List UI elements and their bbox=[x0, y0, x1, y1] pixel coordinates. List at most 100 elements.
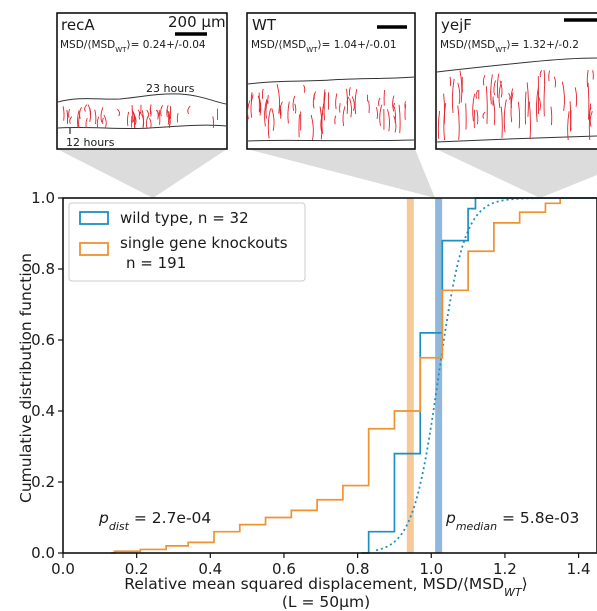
fiber-trace bbox=[292, 95, 296, 111]
y-tick-label: 0.6 bbox=[31, 331, 55, 349]
legend-box bbox=[68, 202, 306, 282]
label-12-hours: 12 hours bbox=[66, 136, 115, 149]
fiber-trace bbox=[457, 105, 460, 140]
fiber-trace bbox=[475, 90, 479, 99]
fiber-trace bbox=[535, 86, 539, 123]
y-axis-label: Cumulative distribution function bbox=[17, 253, 35, 503]
fiber-trace bbox=[247, 100, 251, 120]
fiber-trace bbox=[102, 117, 104, 124]
fiber-trace bbox=[459, 70, 463, 103]
colony-edge-23h bbox=[436, 57, 597, 73]
fiber-trace bbox=[398, 104, 401, 133]
fiber-trace bbox=[349, 98, 352, 118]
fiber-trace bbox=[261, 88, 264, 100]
fiber-trace bbox=[287, 101, 290, 124]
fiber-trace bbox=[482, 111, 486, 119]
fiber-trace bbox=[490, 74, 493, 105]
fiber-trace bbox=[168, 111, 171, 129]
fiber-trace bbox=[155, 110, 160, 118]
fiber-trace bbox=[510, 92, 514, 123]
fiber-trace bbox=[133, 114, 137, 125]
fiber-trace bbox=[66, 109, 69, 125]
inset-connector-WT bbox=[247, 149, 435, 198]
x-tick-label: 1.2 bbox=[493, 560, 517, 578]
fiber-trace bbox=[320, 112, 324, 132]
fiber-trace bbox=[443, 102, 447, 141]
fiber-trace bbox=[257, 95, 262, 112]
label-23-hours: 23 hours bbox=[146, 82, 195, 95]
fiber-trace bbox=[62, 106, 65, 121]
legend-label-wild-type: wild type, n = 32 bbox=[120, 209, 249, 227]
x-axis-label: Relative mean squared displacement, MSD/… bbox=[124, 575, 527, 599]
fiber-trace bbox=[451, 78, 455, 113]
scale-bar-label: 200 μm bbox=[168, 13, 226, 31]
median-band-1 bbox=[406, 198, 414, 553]
fiber-trace bbox=[298, 114, 300, 138]
fiber-trace bbox=[492, 99, 496, 126]
fiber-trace bbox=[589, 111, 593, 127]
fiber-trace bbox=[528, 101, 531, 140]
fiber-trace bbox=[276, 83, 281, 114]
fiber-trace bbox=[166, 109, 170, 125]
series-wild-type-step bbox=[361, 197, 597, 554]
fiber-trace bbox=[294, 103, 297, 114]
inset-title: recA bbox=[61, 16, 95, 34]
fiber-trace bbox=[166, 104, 169, 118]
colony-edge-12h bbox=[436, 135, 597, 143]
x-tick-label: 0.8 bbox=[346, 560, 370, 578]
colony-edge-12h bbox=[57, 124, 227, 130]
fiber-trace bbox=[334, 115, 336, 125]
x-tick-label: 0.0 bbox=[51, 560, 75, 578]
fiber-trace bbox=[323, 92, 326, 121]
fiber-trace bbox=[348, 87, 351, 96]
fiber-trace bbox=[393, 106, 396, 123]
fiber-trace bbox=[543, 70, 546, 84]
chromosome-fibers bbox=[62, 104, 219, 129]
fiber-trace bbox=[94, 109, 97, 124]
fiber-trace bbox=[89, 108, 91, 115]
series-knockouts-step bbox=[110, 198, 562, 554]
fiber-trace bbox=[538, 97, 541, 111]
fiber-trace bbox=[176, 113, 179, 123]
fiber-trace bbox=[539, 70, 543, 78]
inset-title: yejF bbox=[441, 16, 472, 34]
fiber-trace bbox=[77, 110, 80, 128]
fiber-trace bbox=[187, 105, 191, 115]
fiber-trace bbox=[368, 100, 370, 114]
fiber-trace bbox=[543, 82, 546, 117]
inset-panel-recA: recA 200 μm MSD/⟨MSDWT⟩= 0.24+/-0.04 23 … bbox=[56, 12, 228, 150]
fiber-trace bbox=[567, 111, 570, 141]
fiber-trace bbox=[498, 81, 502, 109]
fiber-trace bbox=[149, 104, 152, 115]
wild-type-fit-curve bbox=[375, 197, 542, 552]
y-tick-label: 0.8 bbox=[31, 260, 55, 278]
fiber-trace bbox=[78, 115, 81, 129]
fiber-trace bbox=[472, 93, 476, 122]
x-tick-label: 0.4 bbox=[198, 560, 222, 578]
fiber-trace bbox=[271, 108, 275, 131]
fiber-trace bbox=[127, 111, 130, 127]
fiber-trace bbox=[100, 107, 104, 123]
median-band-0 bbox=[435, 198, 443, 553]
fiber-trace bbox=[264, 99, 268, 127]
inset-ratio: MSD/⟨MSDWT⟩= 1.32+/-0.2 bbox=[440, 39, 579, 54]
fiber-trace bbox=[392, 95, 395, 109]
fiber-trace bbox=[69, 116, 73, 124]
y-tick-label: 0.0 bbox=[31, 544, 55, 562]
legend-swatch-knockouts bbox=[79, 242, 109, 256]
fiber-trace bbox=[404, 104, 407, 120]
fiber-trace bbox=[553, 76, 557, 88]
chromosome-fibers bbox=[247, 83, 407, 141]
colony-edge-23h bbox=[57, 93, 227, 105]
y-tick-label: 0.4 bbox=[31, 402, 55, 420]
x-tick-label: 0.6 bbox=[272, 560, 296, 578]
fiber-trace bbox=[339, 102, 341, 113]
fiber-trace bbox=[68, 108, 71, 118]
fiber-trace bbox=[524, 91, 527, 125]
fiber-trace bbox=[265, 100, 268, 119]
fiber-trace bbox=[496, 73, 500, 99]
fiber-trace bbox=[550, 106, 553, 126]
inset-panel-yejF: yejF MSD/⟨MSDWT⟩= 1.32+/-0.2 bbox=[435, 12, 597, 150]
x-axis-label-line2: (L = 50μm) bbox=[282, 593, 370, 611]
